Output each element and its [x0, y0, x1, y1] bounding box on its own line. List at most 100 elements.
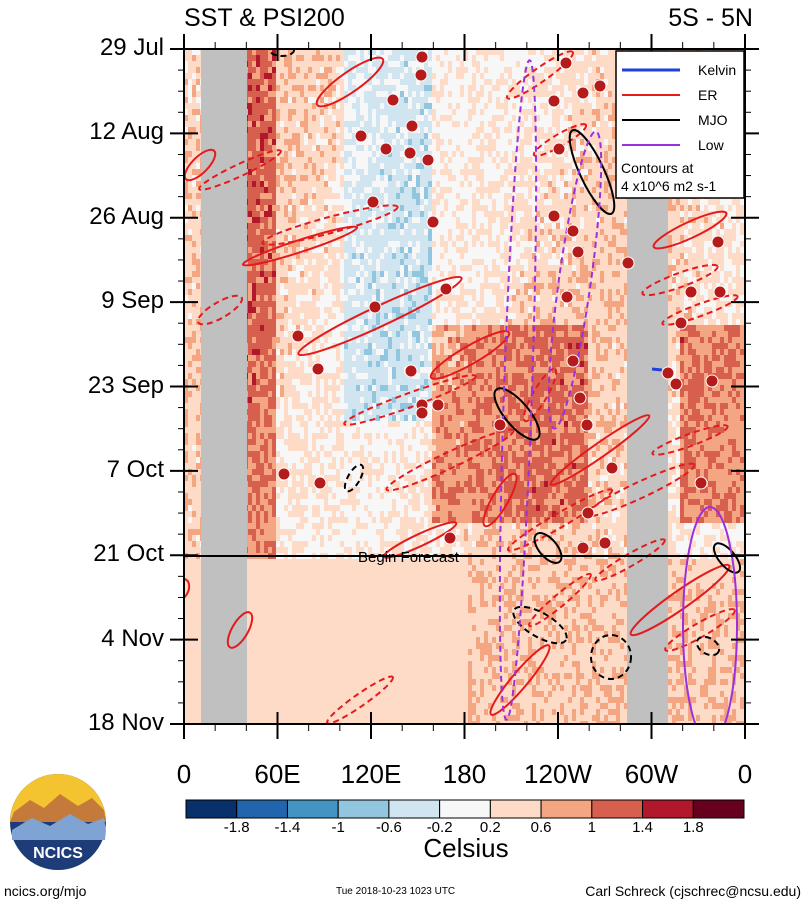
storm-marker: [368, 300, 382, 314]
storm-marker: [415, 50, 429, 64]
x-tick-label: 60W: [624, 759, 679, 789]
storm-marker: [573, 391, 587, 405]
storm-marker: [711, 235, 725, 249]
y-tick-label: 29 Jul: [99, 34, 164, 61]
storm-marker: [674, 316, 688, 330]
colorbar-title: Celsius: [423, 833, 509, 863]
contour: [512, 605, 568, 645]
contour: [533, 532, 563, 564]
contour: [651, 424, 729, 456]
storm-marker: [576, 86, 590, 100]
storm-marker: [566, 354, 580, 368]
colorbar-swatch: [185, 799, 238, 819]
storm-marker: [277, 467, 291, 481]
colorbar-swatch: [236, 799, 288, 819]
contour: [498, 59, 538, 721]
psi200-contours: [184, 49, 742, 724]
colorbar-swatch: [286, 799, 339, 819]
storm-marker: [713, 285, 727, 299]
storm-marker: [379, 142, 393, 156]
contour: [241, 225, 359, 267]
legend-low-label: Low: [698, 137, 725, 153]
storm-marker: [581, 506, 595, 520]
storm-marker: [694, 476, 708, 490]
y-tick-label: 23 Sep: [87, 371, 164, 399]
footer-url[interactable]: ncics.org/mjo: [4, 883, 87, 899]
storm-marker: [669, 377, 683, 391]
forecast-label: Begin Forecast: [358, 549, 460, 566]
storm-marker: [426, 215, 440, 229]
contour: [549, 414, 651, 486]
contour-kelvin: [651, 367, 663, 372]
contour: [629, 563, 731, 637]
contour: [641, 263, 719, 297]
colorbar: [185, 799, 745, 819]
contour: [664, 608, 736, 652]
logo-text: NCICS: [33, 845, 83, 862]
storm-marker: [547, 94, 561, 108]
storm-marker: [605, 461, 619, 475]
contour: [652, 210, 728, 250]
contour: [493, 387, 541, 441]
storm-marker: [405, 119, 419, 133]
storm-marker: [598, 536, 612, 550]
storm-marker: [403, 146, 417, 160]
storm-marker: [621, 256, 635, 270]
storm-marker: [566, 224, 580, 238]
colorbar-tick-label: 0.2: [479, 819, 501, 836]
legend-note-1: Contours at: [621, 160, 693, 176]
legend-note-2: 4 x10^6 m2 s-1: [621, 178, 716, 194]
contour: [198, 149, 282, 191]
contour: [522, 367, 558, 423]
footer-timestamp: Tue 2018-10-23 1023 UTC: [336, 886, 456, 897]
storm-marker: [593, 79, 607, 93]
y-tick-label: 12 Aug: [89, 118, 164, 146]
contour: [326, 675, 394, 724]
title-left: SST & PSI200: [184, 4, 345, 32]
y-tick-label: 9 Sep: [101, 287, 164, 315]
x-tick-label: 120E: [340, 759, 402, 789]
storm-marker: [661, 366, 675, 380]
storm-marker: [404, 364, 418, 378]
contour: [196, 294, 244, 326]
legend-box: [615, 50, 745, 199]
colorbar-tick-label: 1: [587, 819, 596, 836]
contour: [547, 130, 603, 430]
storm-marker: [705, 374, 719, 388]
storm-marker: [559, 56, 573, 70]
x-tick-label: 0: [176, 759, 192, 789]
contour: [184, 148, 217, 182]
colorbar-swatch: [439, 799, 491, 819]
contour: [315, 56, 385, 108]
y-tick-label: 4 Nov: [101, 624, 164, 652]
contour: [590, 634, 632, 680]
contour: [184, 577, 191, 603]
colorbar-tick-label: -1.4: [274, 819, 301, 836]
storm-marker: [313, 476, 327, 490]
storm-marker: [493, 418, 507, 432]
storm-marker: [547, 209, 561, 223]
storm-marker: [291, 329, 305, 343]
ncics-logo: NCICS: [10, 774, 106, 870]
colorbar-tick-label: -1: [331, 819, 345, 836]
colorbar-swatch: [642, 799, 694, 819]
storm-marker: [311, 362, 325, 376]
colorbar-tick-label: -1.8: [223, 819, 250, 836]
colorbar-tick-label: 1.4: [632, 819, 653, 836]
x-tick-label: 60E: [254, 759, 301, 789]
storm-marker: [421, 153, 435, 167]
x-tick-label: 120W: [524, 759, 592, 789]
storm-marker: [571, 245, 585, 259]
contour: [429, 330, 511, 380]
y-tick-label: 7 Oct: [106, 455, 164, 483]
storm-marker: [580, 418, 594, 432]
legend-mjo-label: MJO: [698, 112, 728, 128]
colorbar-tick-label: -0.2: [426, 819, 453, 836]
contour: [661, 294, 739, 326]
colorbar-swatch: [489, 799, 542, 819]
storm-marker: [684, 285, 698, 299]
colorbar-swatch: [540, 799, 593, 819]
storm-marker: [560, 290, 574, 304]
footer-author: Carl Schreck (cjschrec@ncsu.edu): [585, 883, 801, 899]
